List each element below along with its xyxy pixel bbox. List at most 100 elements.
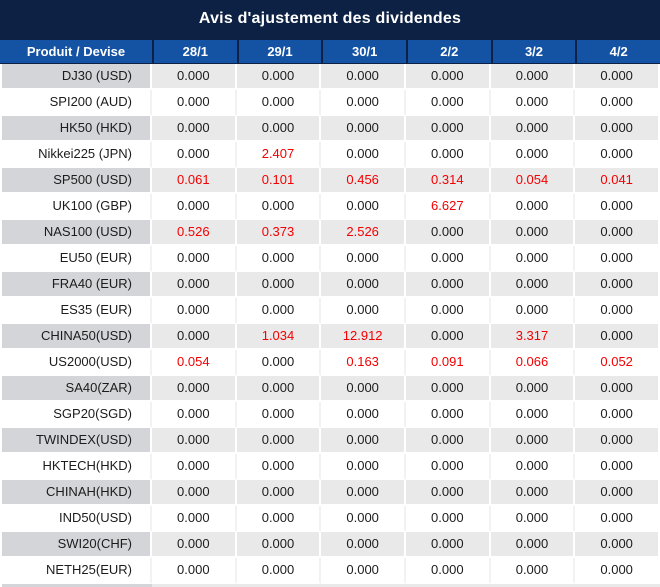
table-row: US2000(USD) 0.054 0.000 0.163 0.091 0.066 0.05…: [0, 350, 660, 376]
row-label: SWI20(CHF): [0, 532, 152, 558]
value-cell: 0.163: [321, 350, 406, 376]
row-label: UK100 (GBP): [0, 194, 152, 220]
value-cell: 2.526: [321, 220, 406, 246]
value-cell: 0.000: [321, 480, 406, 506]
value-cell: 0.000: [321, 376, 406, 402]
value-cell: 0.000: [405, 298, 491, 324]
value-cell: 0.000: [321, 298, 406, 324]
value-cell: 0.000: [236, 532, 322, 558]
value-cell: 0.000: [575, 558, 660, 584]
value-cell: 0.000: [575, 90, 660, 116]
value-cell: 0.000: [236, 64, 322, 90]
row-label: SA40(ZAR): [0, 376, 152, 402]
value-cell: 0.000: [575, 272, 660, 298]
table-body: DJ30 (USD) 0.000 0.000 0.000 0.000 0.000 0.000…: [0, 64, 660, 584]
value-cell: 12.912: [321, 324, 406, 350]
table-header-row: Produit / Devise 28/1 29/1 30/1 2/2 3/2 4/2: [0, 38, 660, 64]
value-cell: 0.000: [152, 246, 237, 272]
value-cell: 0.000: [321, 64, 406, 90]
table-row: SA40(ZAR) 0.000 0.000 0.000 0.000 0.000 0.000: [0, 376, 660, 402]
value-cell: 0.000: [490, 558, 576, 584]
value-cell: 0.000: [575, 532, 660, 558]
table-row: FRA40 (EUR) 0.000 0.000 0.000 0.000 0.000 0.00…: [0, 272, 660, 298]
value-cell: 0.000: [152, 324, 237, 350]
value-cell: 0.000: [490, 272, 576, 298]
table-row: EU50 (EUR) 0.000 0.000 0.000 0.000 0.000 0.000: [0, 246, 660, 272]
row-label: CHINA50(USD): [0, 324, 152, 350]
value-cell: 0.000: [152, 480, 237, 506]
value-cell: 0.456: [321, 168, 406, 194]
value-cell: 0.000: [490, 142, 576, 168]
value-cell: 0.000: [490, 454, 576, 480]
row-label: SPI200 (AUD): [0, 90, 152, 116]
value-cell: 0.000: [321, 428, 406, 454]
value-cell: 0.000: [152, 64, 237, 90]
value-cell: 0.000: [490, 506, 576, 532]
value-cell: 0.000: [575, 506, 660, 532]
value-cell: 0.000: [321, 506, 406, 532]
table-row: HKTECH(HKD) 0.000 0.000 0.000 0.000 0.000 0.00…: [0, 454, 660, 480]
value-cell: 0.000: [152, 90, 237, 116]
row-label: DJ30 (USD): [0, 64, 152, 90]
value-cell: 0.000: [405, 116, 491, 142]
value-cell: 0.000: [405, 64, 491, 90]
page-title: Avis d'ajustement des dividendes: [0, 0, 660, 38]
value-cell: 0.000: [490, 194, 576, 220]
row-label: Nikkei225 (JPN): [0, 142, 152, 168]
table-row: SP500 (USD) 0.061 0.101 0.456 0.314 0.054 0.04…: [0, 168, 660, 194]
row-label: FRA40 (EUR): [0, 272, 152, 298]
value-cell: 0.000: [236, 454, 322, 480]
value-cell: 0.000: [405, 506, 491, 532]
table-row: SPI200 (AUD) 0.000 0.000 0.000 0.000 0.000 0.0…: [0, 90, 660, 116]
column-header-date: 28/1: [154, 40, 237, 63]
value-cell: 0.526: [152, 220, 237, 246]
value-cell: 0.000: [236, 194, 322, 220]
value-cell: 0.000: [490, 532, 576, 558]
row-label: HK50 (HKD): [0, 116, 152, 142]
column-header-date: 29/1: [238, 40, 322, 63]
table-row: Nikkei225 (JPN) 0.000 2.407 0.000 0.000 0.000…: [0, 142, 660, 168]
row-label: ES35 (EUR): [0, 298, 152, 324]
value-cell: 3.317: [490, 324, 576, 350]
value-cell: 0.000: [321, 142, 406, 168]
value-cell: 0.000: [321, 454, 406, 480]
row-label: TWINDEX(USD): [0, 428, 152, 454]
table-row: CHINA50(USD) 0.000 1.034 12.912 0.000 3.317 0.…: [0, 324, 660, 350]
value-cell: 0.000: [405, 272, 491, 298]
value-cell: 0.000: [490, 246, 576, 272]
value-cell: 0.000: [321, 246, 406, 272]
value-cell: 0.000: [575, 480, 660, 506]
value-cell: 0.000: [236, 272, 322, 298]
value-cell: 0.000: [236, 90, 322, 116]
value-cell: 0.054: [152, 350, 237, 376]
table-bottom-edge: [0, 584, 660, 587]
value-cell: 0.000: [152, 376, 237, 402]
value-cell: 0.101: [236, 168, 322, 194]
value-cell: 0.061: [152, 168, 237, 194]
value-cell: 0.000: [236, 376, 322, 402]
value-cell: 0.000: [152, 116, 237, 142]
value-cell: 0.000: [490, 116, 576, 142]
table-row: UK100 (GBP) 0.000 0.000 0.000 6.627 0.000 0.00…: [0, 194, 660, 220]
value-cell: 0.091: [405, 350, 491, 376]
value-cell: 0.000: [575, 402, 660, 428]
value-cell: 0.000: [236, 298, 322, 324]
column-header-date: 4/2: [577, 40, 660, 63]
value-cell: 0.000: [236, 350, 322, 376]
row-label: NETH25(EUR): [0, 558, 152, 584]
row-label: NAS100 (USD): [0, 220, 152, 246]
value-cell: 0.000: [490, 64, 576, 90]
value-cell: 1.034: [236, 324, 322, 350]
value-cell: 0.314: [405, 168, 491, 194]
table-row: SWI20(CHF) 0.000 0.000 0.000 0.000 0.000 0.000: [0, 532, 660, 558]
value-cell: 0.000: [152, 298, 237, 324]
column-header-date: 2/2: [407, 40, 491, 63]
value-cell: 0.000: [236, 480, 322, 506]
value-cell: 0.000: [490, 402, 576, 428]
row-label: HKTECH(HKD): [0, 454, 152, 480]
value-cell: 0.000: [490, 220, 576, 246]
value-cell: 0.000: [405, 246, 491, 272]
value-cell: 0.000: [236, 428, 322, 454]
column-header-product: Produit / Devise: [0, 40, 152, 63]
